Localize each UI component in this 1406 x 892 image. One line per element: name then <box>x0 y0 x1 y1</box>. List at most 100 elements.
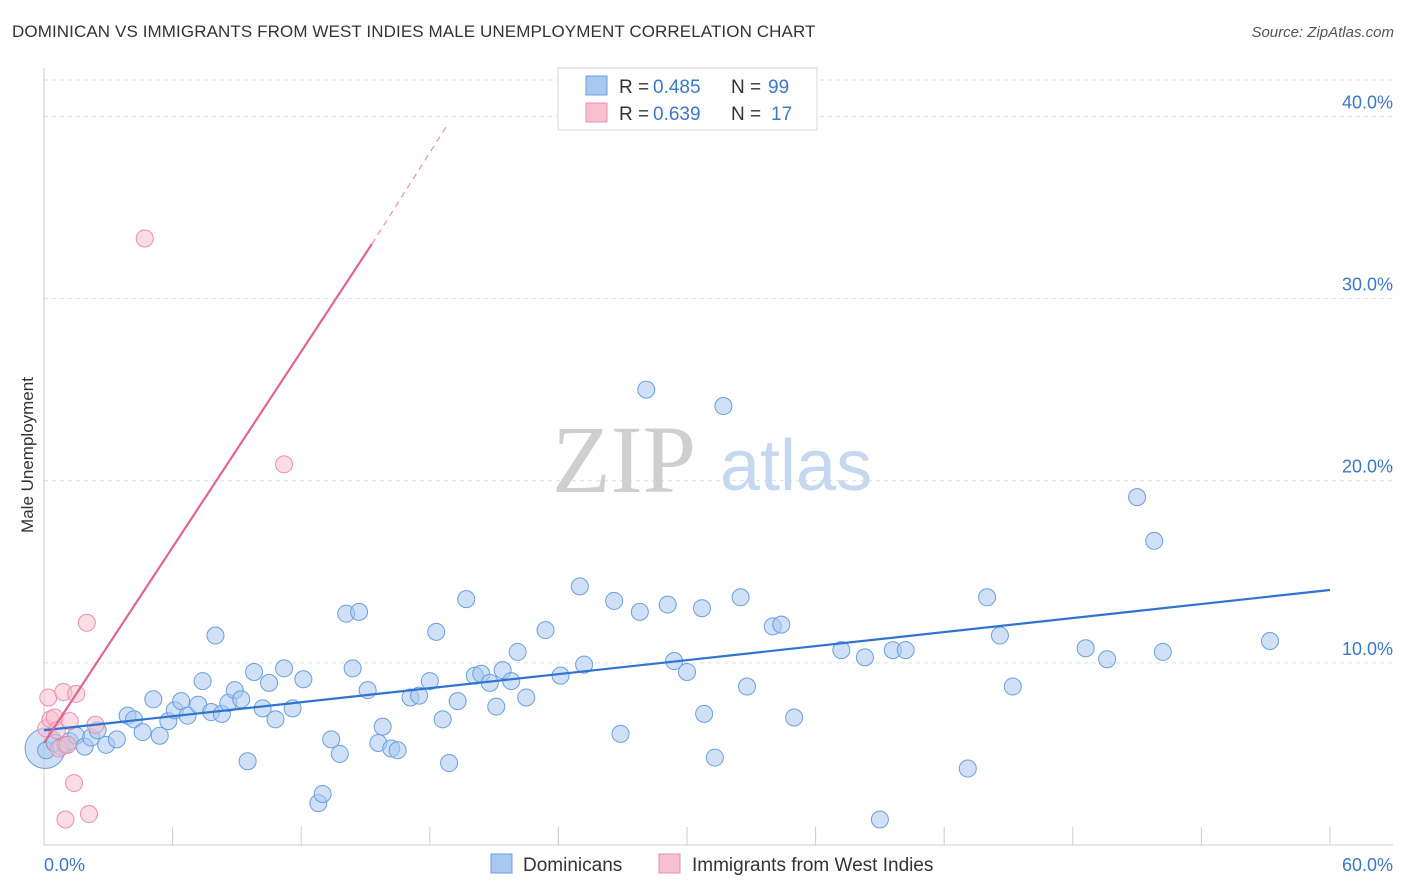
legend-n-label: N = <box>731 104 761 125</box>
data-point-dominicans <box>313 785 332 803</box>
data-point-dominicans <box>575 655 594 674</box>
bottom-legend-label-dominicans: Dominicans <box>523 855 622 876</box>
data-point-dominicans <box>487 697 506 716</box>
data-point-dominicans <box>448 692 467 711</box>
data-point-dominicans <box>738 677 757 696</box>
legend-n-value: 99 <box>768 77 789 98</box>
axis-layer: 10.0% 20.0% 30.0% 40.0% 0.0% 60.0% <box>43 68 1393 875</box>
data-point-dominicans <box>330 744 349 763</box>
legend-r-label: R = <box>619 104 649 125</box>
legend-box: R = 0.485 N = 99 R = 0.639 N = 17 <box>557 67 818 131</box>
data-point-dominicans <box>433 710 452 729</box>
data-point-dominicans <box>714 397 733 416</box>
bottom-legend-swatch-dominicans <box>490 853 513 874</box>
data-point-dominicans <box>832 641 851 660</box>
data-point-dominicans <box>1128 488 1147 507</box>
data-point-dominicans <box>896 641 915 660</box>
data-point-west_indies <box>77 613 96 632</box>
data-point-dominicans <box>206 626 225 645</box>
data-point-dominicans <box>693 599 712 618</box>
data-point-dominicans <box>1145 531 1164 550</box>
chart-title: DOMINICAN VS IMMIGRANTS FROM WEST INDIES… <box>12 22 816 41</box>
watermark: ZIP atlas <box>552 406 872 513</box>
data-point-dominicans <box>373 717 392 736</box>
trend-line-extension-west_indies <box>371 125 448 245</box>
data-point-dominicans <box>420 672 439 691</box>
trend-layer <box>43 125 1331 744</box>
data-point-west_indies <box>39 688 58 707</box>
data-point-dominicans <box>978 588 997 607</box>
data-point-dominicans <box>343 659 362 678</box>
data-point-dominicans <box>990 626 1009 645</box>
data-point-dominicans <box>611 724 630 743</box>
data-point-dominicans <box>958 759 977 778</box>
data-point-dominicans <box>440 754 459 773</box>
bottom-legend: Dominicans Immigrants from West Indies <box>490 853 933 876</box>
y-axis-label: Male Unemployment <box>18 377 37 533</box>
data-point-dominicans <box>266 710 285 729</box>
data-point-dominicans <box>870 810 889 829</box>
data-point-dominicans <box>144 690 163 709</box>
data-point-dominicans <box>630 602 649 621</box>
data-point-dominicans <box>245 662 264 681</box>
legend-swatch-west-indies <box>585 102 608 123</box>
data-point-west_indies <box>56 810 75 829</box>
legend-r-value: 0.485 <box>653 77 701 98</box>
data-point-dominicans <box>427 622 446 641</box>
data-point-dominicans <box>260 673 279 692</box>
data-point-dominicans <box>1076 639 1095 658</box>
data-point-dominicans <box>150 726 169 745</box>
trend-line-dominicans <box>43 588 1331 732</box>
y-tick-label: 20.0% <box>1342 457 1393 477</box>
data-point-dominicans <box>193 672 212 691</box>
watermark-atlas: atlas <box>720 426 872 506</box>
data-point-dominicans <box>517 688 536 707</box>
data-point-dominicans <box>502 672 521 691</box>
legend-n-value: 17 <box>771 104 792 125</box>
bottom-legend-label-west-indies: Immigrants from West Indies <box>692 855 933 876</box>
x-tick-label: 0.0% <box>44 855 85 875</box>
data-point-dominicans <box>457 590 476 609</box>
data-point-dominicans <box>294 670 313 689</box>
data-point-dominicans <box>605 591 624 610</box>
data-point-dominicans <box>133 723 152 742</box>
data-point-dominicans <box>536 621 555 640</box>
data-point-dominicans <box>232 690 251 709</box>
data-point-west_indies <box>135 229 154 248</box>
data-point-west_indies <box>65 774 84 793</box>
data-point-dominicans <box>508 642 527 661</box>
y-tick-label: 10.0% <box>1342 639 1393 659</box>
y-tick-label: 30.0% <box>1342 275 1393 295</box>
x-tick-label: 60.0% <box>1342 855 1393 875</box>
bottom-legend-swatch-west-indies <box>658 853 681 874</box>
data-point-dominicans <box>637 380 656 399</box>
legend-r-value: 0.639 <box>653 104 701 125</box>
data-point-dominicans <box>410 686 429 705</box>
data-point-dominicans <box>1153 642 1172 661</box>
grid-layer <box>44 79 1393 664</box>
legend-row-west-indies: R = 0.639 N = 17 <box>585 102 792 125</box>
data-point-dominicans <box>695 704 714 723</box>
data-point-dominicans <box>1098 650 1117 669</box>
y-tick-label: 40.0% <box>1342 92 1393 112</box>
data-point-dominicans <box>705 748 724 767</box>
data-point-dominicans <box>388 741 407 760</box>
data-point-dominicans <box>785 708 804 727</box>
data-point-dominicans <box>570 577 589 596</box>
trend-line-west_indies <box>43 243 373 744</box>
watermark-zip: ZIP <box>552 406 696 513</box>
data-point-dominicans <box>772 615 791 634</box>
legend-row-dominicans: R = 0.485 N = 99 <box>585 75 789 98</box>
data-point-dominicans <box>350 602 369 621</box>
legend-r-label: R = <box>619 77 649 98</box>
data-point-dominicans <box>107 730 126 749</box>
data-point-dominicans <box>678 662 696 681</box>
legend-swatch-dominicans <box>585 75 608 96</box>
data-point-dominicans <box>322 730 341 749</box>
data-point-dominicans <box>275 659 294 678</box>
data-point-dominicans <box>238 752 257 771</box>
data-point-dominicans <box>658 595 677 614</box>
legend-n-label: N = <box>731 77 761 98</box>
data-point-dominicans <box>855 648 874 667</box>
